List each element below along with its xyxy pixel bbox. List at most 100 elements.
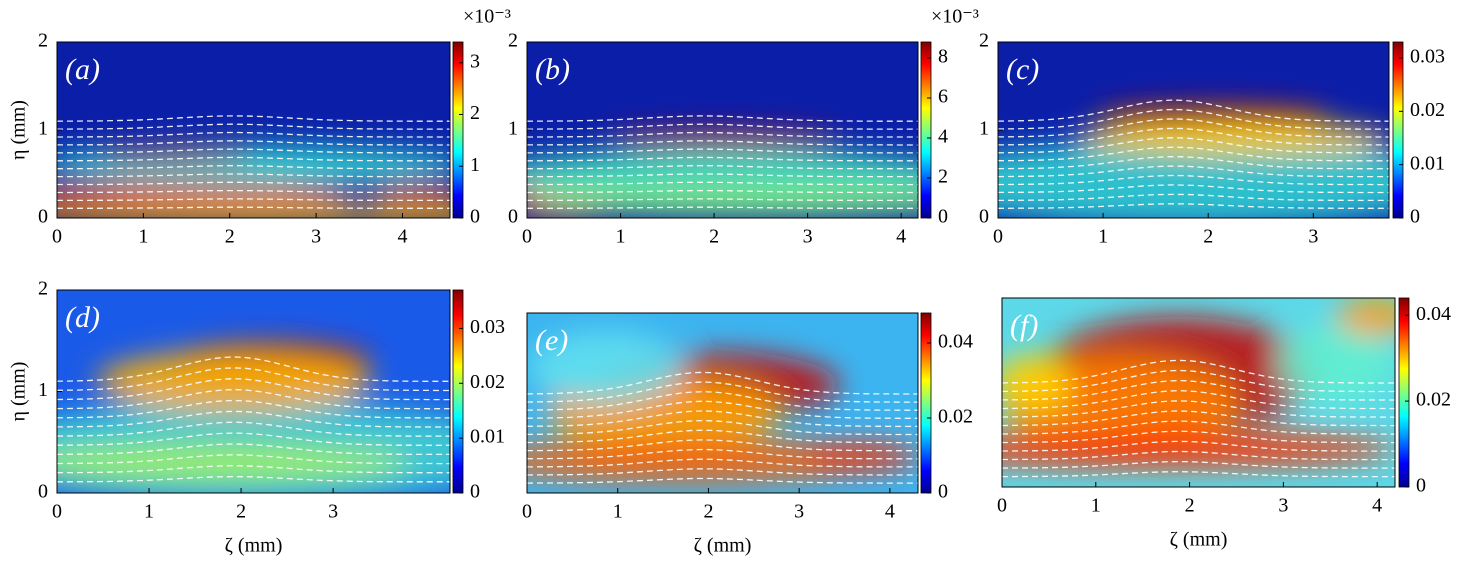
colorbar-tick-label: 0.01 [1410,152,1445,174]
colorbar-tick-label: 0.03 [470,316,505,338]
y-tick-label: 2 [979,30,989,52]
x-tick-label: 1 [613,501,623,523]
streamline [527,410,918,428]
x-tick-label: 4 [885,501,895,523]
heatmap [57,42,450,218]
streamline [1002,369,1395,393]
streamline [57,198,450,202]
x-tick-label: 0 [997,495,1007,517]
streamline [527,123,918,130]
colorbar-tick-label: 2 [470,102,480,124]
heatmap-blob [1076,121,1389,157]
streamline [527,140,918,146]
x-tick-label: 1 [144,501,154,523]
axes-frame [526,312,919,494]
streamline [57,410,450,428]
streamline [1002,430,1395,444]
y-tick-label: 2 [508,30,518,52]
streamline [998,137,1389,154]
panel-label: (c) [1006,53,1039,86]
y-tick-label: 0 [979,206,989,228]
streamline [527,131,918,138]
panel: 0 1 2 3 0 1 2 ζ (mm) η (mm) (d) 0 0.01 0.02 0.03 [8,278,505,557]
colorbar-tick-label: 3 [470,50,480,72]
streamline [57,465,450,474]
panel-label: (e) [535,324,568,357]
x-tick-label: 2 [1185,495,1195,517]
heatmap-blob [527,182,918,218]
heatmap-blob [57,144,450,187]
x-tick-label: 2 [709,226,719,248]
y-tick-label: 1 [38,118,48,140]
streamline [1002,440,1395,452]
x-axis-label: ζ (mm) [225,535,283,557]
colorbar-tick-label: 2 [938,166,948,188]
x-tick-label: 0 [522,501,532,523]
streamline [57,156,450,162]
streamline [527,206,918,209]
streamline [998,99,1389,122]
streamline [527,198,918,202]
colorbar-tick-label: 0 [470,481,480,503]
heatmap-blob [96,149,254,164]
streamline [527,439,918,452]
streamline [527,165,918,170]
streamline [998,184,1389,194]
colorbar-tick-label: 0 [1410,206,1420,228]
streamline [527,115,918,122]
streamline [57,123,450,130]
heatmap-blob [1336,298,1395,336]
streamline [57,399,450,419]
y-axis-label: η (mm) [8,362,30,422]
heatmap [57,290,450,493]
x-tick-label: 2 [236,501,246,523]
streamline [527,391,918,411]
colorbar-tick-label: 0.02 [1410,99,1445,121]
x-axis-label: ζ (mm) [1170,529,1228,551]
streamline [57,475,450,483]
colorbar [1398,297,1410,488]
x-tick-label: 0 [522,226,532,248]
heatmap-field [998,103,1389,218]
streamline [57,165,450,170]
streamline [57,140,450,146]
colorbar-tick-label: 0.03 [1410,46,1445,68]
streamline [998,174,1389,186]
streamline [57,421,450,437]
heatmap-blob [57,442,411,483]
panel-label: (d) [65,301,100,334]
colorbar-tick-label: 0 [938,481,948,503]
x-tick-label: 3 [311,226,321,248]
streamline [998,156,1389,170]
panel: 0 1 2 3 4 0 1 2 (b) 0 2 4 6 8 ×10⁻³ [508,6,979,248]
streamline [527,181,918,186]
streamline [57,206,450,209]
y-tick-label: 1 [38,379,48,401]
streamline [527,468,918,476]
streamline [527,400,918,419]
x-tick-label: 1 [1098,226,1108,248]
streamline [527,448,918,460]
streamline [527,156,918,162]
colorbar-tick-label: 1 [470,154,480,176]
streamline [57,148,450,154]
x-tick-label: 1 [1091,495,1101,517]
streamline [57,181,450,186]
x-tick-label: 2 [703,501,713,523]
colorbar [452,41,464,219]
streamline [1002,450,1395,461]
streamline [527,371,918,395]
streamline [57,378,450,401]
colorbar-tick-label: 0.02 [470,371,505,393]
streamline [998,193,1389,202]
streamline [527,429,918,444]
colorbar-tick-label: 0.04 [1416,303,1451,325]
heatmap [1002,298,1395,487]
streamline [57,432,450,446]
streamline [998,165,1389,178]
streamline [57,115,450,122]
y-tick-label: 0 [38,481,48,503]
heatmap-blob [96,350,372,412]
streamline [527,458,918,468]
